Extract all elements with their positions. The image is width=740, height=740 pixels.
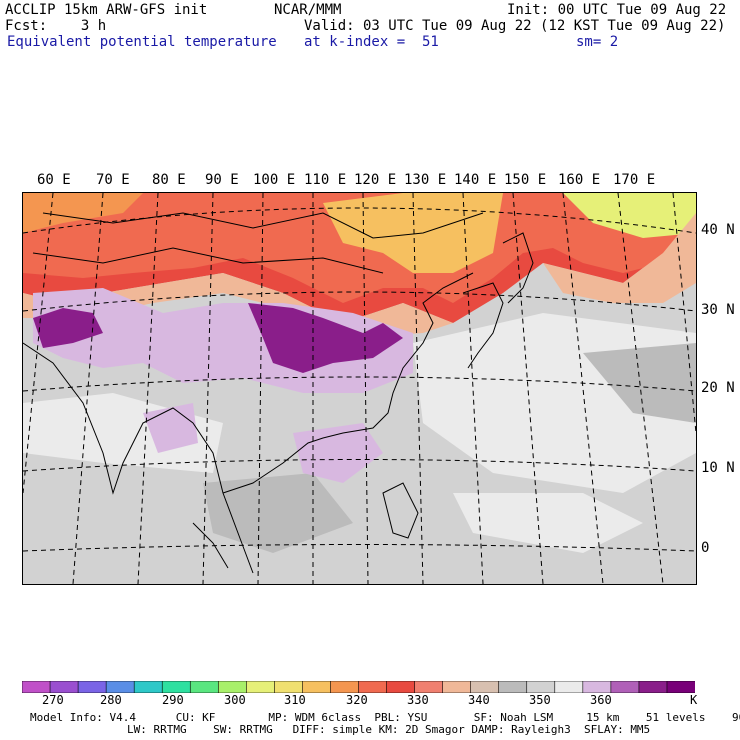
theta-e-region-380 — [248, 303, 403, 373]
lat-label: 10 N — [701, 460, 735, 476]
colorbar-unit: K — [690, 693, 698, 707]
theta-e-region-340 — [23, 273, 453, 338]
theta-e-region-340 — [543, 213, 696, 303]
colorbar-tick: 270 — [42, 693, 64, 707]
colorbar-swatch — [666, 681, 695, 693]
coastlines — [23, 212, 534, 574]
theta-e-region-350 — [203, 473, 353, 553]
colorbar-swatch — [274, 681, 304, 693]
colorbar-swatch — [610, 681, 640, 693]
colorbar-swatch — [582, 681, 612, 693]
lat-label: 20 N — [701, 380, 735, 396]
smoothing-label: sm= 2 — [576, 34, 619, 50]
colorbar-swatch — [330, 681, 360, 693]
colorbar-swatch — [470, 681, 500, 693]
colorbar-swatch — [49, 681, 79, 693]
theta-e-region-370 — [143, 403, 198, 453]
lat-label: 30 N — [701, 302, 735, 318]
lon-label: 90 E — [205, 172, 239, 188]
colorbar-swatch — [386, 681, 416, 693]
theta-e-region-320 — [323, 193, 503, 273]
lon-label: 100 E — [253, 172, 296, 188]
colorbar-tick: 300 — [224, 693, 246, 707]
colorbar-tick: 330 — [407, 693, 429, 707]
colorbar-swatch — [638, 681, 668, 693]
colorbar-swatch — [133, 681, 164, 693]
colorbar-swatch — [161, 681, 192, 693]
colorbar-tick: 280 — [100, 693, 122, 707]
theta-e-region-380 — [33, 308, 103, 348]
colorbar-swatch — [498, 681, 528, 693]
colorbar-swatch — [22, 681, 51, 693]
lon-label: 120 E — [354, 172, 397, 188]
map-panel — [22, 192, 697, 585]
colorbar-swatch — [77, 681, 107, 693]
colorbar-tick: 340 — [468, 693, 490, 707]
lon-label: 160 E — [558, 172, 601, 188]
graticule — [23, 193, 696, 584]
colorbar-swatch — [302, 681, 332, 693]
lon-label: 80 E — [152, 172, 186, 188]
colorbar-swatch — [105, 681, 135, 693]
theta-e-region-325 — [23, 193, 143, 233]
colorbar-swatch — [358, 681, 388, 693]
lon-label: 60 E — [37, 172, 71, 188]
forecast-hour: Fcst: 3 h — [5, 18, 107, 34]
lon-label: 170 E — [613, 172, 656, 188]
level-label: at k-index = 51 — [304, 34, 439, 50]
model-info-line2: LW: RRTMG SW: RRTMG DIFF: simple KM: 2D … — [127, 723, 651, 736]
colorbar-swatch — [554, 681, 584, 693]
lon-label: 70 E — [96, 172, 130, 188]
colorbar-swatch — [414, 681, 444, 693]
lon-label: 150 E — [504, 172, 547, 188]
lon-label: 130 E — [404, 172, 447, 188]
colorbar-swatch — [442, 681, 472, 693]
theta-e-region-370 — [293, 423, 383, 483]
colorbar-swatch — [246, 681, 276, 693]
colorbar-tick: 350 — [529, 693, 551, 707]
lat-label: 0 — [701, 540, 710, 556]
org-label: NCAR/MMM — [274, 2, 342, 18]
theta-e-region-315 — [563, 193, 696, 238]
colorbar-tick: 310 — [284, 693, 306, 707]
theta-e-region-335 — [23, 193, 696, 303]
colorbar-tick: 320 — [346, 693, 368, 707]
lon-label: 110 E — [304, 172, 347, 188]
colorbar-swatch — [217, 681, 248, 693]
colorbar-tick: 360 — [590, 693, 612, 707]
model-title: ACCLIP 15km ARW-GFS init — [5, 2, 208, 18]
valid-time: Valid: 03 UTC Tue 09 Aug 22 (12 KST Tue … — [304, 18, 726, 34]
colorbar-swatch — [189, 681, 220, 693]
init-time: Init: 00 UTC Tue 09 Aug 22 — [507, 2, 727, 18]
colorbar — [22, 681, 695, 693]
lon-label: 140 E — [454, 172, 497, 188]
model-info-line1: Model Info: V4.4 CU: KF MP: WDM 6class P… — [30, 711, 740, 724]
field-name: Equivalent potential temperature — [7, 34, 277, 50]
colorbar-tick: 290 — [162, 693, 184, 707]
colorbar-swatch — [526, 681, 556, 693]
lat-label: 40 N — [701, 222, 735, 238]
